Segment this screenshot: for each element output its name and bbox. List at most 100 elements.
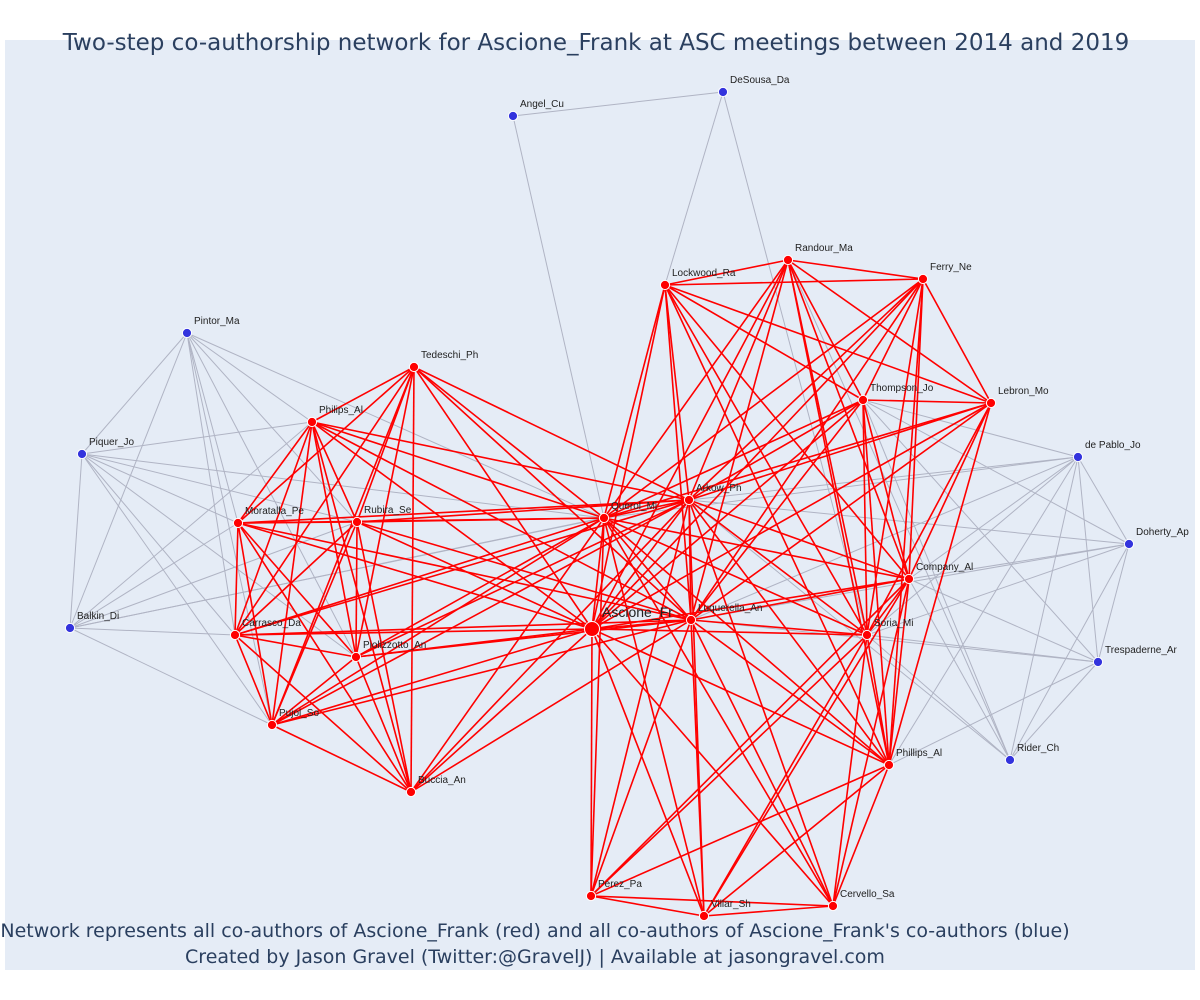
node-desousa-da[interactable]: DeSousa_Da xyxy=(717,75,790,98)
node-marker-arkow-ph[interactable] xyxy=(683,494,695,506)
node-marker-carrasco-da[interactable] xyxy=(229,629,241,641)
node-de-pablo-jo[interactable]: de Pablo_Jo xyxy=(1072,440,1141,463)
node-marker-pujol-so[interactable] xyxy=(266,719,278,731)
edge-arkow-ph-buccia-an xyxy=(410,499,690,793)
node-marker-cervello-sa[interactable] xyxy=(827,900,839,912)
nodes[interactable]: Ascione_Fr Querol_Mi Arkow_Ph Luquerella_An… xyxy=(64,75,1189,922)
node-phillips-al[interactable]: Phillips_Al xyxy=(883,748,942,771)
node-buccia-an[interactable]: Buccia_An xyxy=(405,775,466,798)
node-marker-pintor-ma[interactable] xyxy=(181,327,193,339)
edge-querol-mi-philips-al xyxy=(311,421,605,519)
node-piolizzotto-an[interactable]: Piolizzotto_An xyxy=(350,640,426,663)
node-label-cervello-sa: Cervello_Sa xyxy=(840,889,895,900)
edge-luquerella-an-company-al xyxy=(690,578,910,621)
edge-querol-mi-pujol-so xyxy=(271,517,605,726)
node-marker-randour-ma[interactable] xyxy=(782,254,794,266)
node-marker-company-al[interactable] xyxy=(903,573,915,585)
node-marker-de-pablo-jo[interactable] xyxy=(1072,451,1084,463)
node-luquerella-an[interactable]: Luquerella_An xyxy=(685,603,763,626)
node-marker-rubira-se[interactable] xyxy=(351,516,363,528)
node-label-rider-ch: Rider_Ch xyxy=(1017,743,1059,754)
node-marker-balkin-di[interactable] xyxy=(64,622,76,634)
node-marker-doherty-ap[interactable] xyxy=(1123,538,1135,550)
edge-lockwood-ra-company-al xyxy=(664,284,910,580)
node-marker-luquerella-an[interactable] xyxy=(685,614,697,626)
node-marker-desousa-da[interactable] xyxy=(717,86,729,98)
edge-ascione-fr-arkow-ph xyxy=(591,499,690,630)
node-cervello-sa[interactable]: Cervello_Sa xyxy=(827,889,895,912)
chart-footer: Network represents all co-authors of Asc… xyxy=(0,918,1070,970)
node-tedeschi-ph[interactable]: Tedeschi_Ph xyxy=(408,350,478,373)
node-rider-ch[interactable]: Rider_Ch xyxy=(1004,743,1059,766)
node-philips-al[interactable]: Philips_Al xyxy=(306,405,363,428)
node-marker-tedeschi-ph[interactable] xyxy=(408,361,420,373)
edge-phillips-al-villar-sh xyxy=(703,764,890,917)
node-lockwood-ra[interactable]: Lockwood_Ra xyxy=(659,268,736,291)
edge-balkin-di-arkow-ph xyxy=(69,499,690,629)
edge-moratalla-pe-buccia-an xyxy=(237,522,412,793)
node-marker-thompson-jo[interactable] xyxy=(857,394,869,406)
node-ascione-fr[interactable]: Ascione_Fr xyxy=(584,604,674,637)
edge-de-pablo-jo-luquerella-an xyxy=(690,456,1079,621)
node-balkin-di[interactable]: Balkin_Di xyxy=(64,611,119,634)
node-marker-lockwood-ra[interactable] xyxy=(659,279,671,291)
node-marker-piolizzotto-an[interactable] xyxy=(350,651,362,663)
edge-lockwood-ra-phillips-al xyxy=(664,284,890,766)
node-marker-villar-sh[interactable] xyxy=(698,910,710,922)
node-lebron-mo[interactable]: Lebron_Mo xyxy=(985,386,1049,409)
node-marker-querol-mi[interactable] xyxy=(598,512,610,524)
node-randour-ma[interactable]: Randour_Ma xyxy=(782,243,853,266)
node-marker-buccia-an[interactable] xyxy=(405,786,417,798)
node-soria-mi[interactable]: Soria_Mi xyxy=(861,618,913,641)
node-marker-piquer-jo[interactable] xyxy=(76,448,88,460)
node-querol-mi[interactable]: Querol_Mi xyxy=(598,501,657,524)
node-label-company-al: Company_Al xyxy=(916,562,973,573)
edge-piquer-jo-balkin-di xyxy=(69,453,83,629)
node-marker-angel-cu[interactable] xyxy=(507,110,519,122)
edge-lockwood-ra-ferry-ne xyxy=(664,278,924,286)
node-arkow-ph[interactable]: Arkow_Ph xyxy=(683,483,742,506)
node-label-angel-cu: Angel_Cu xyxy=(520,99,564,110)
node-marker-trespaderne-ar[interactable] xyxy=(1092,656,1104,668)
node-marker-rider-ch[interactable] xyxy=(1004,754,1016,766)
edge-lebron-mo-soria-mi xyxy=(866,402,992,636)
edge-soria-mi-perez-pa xyxy=(590,634,868,897)
edge-ascione-fr-buccia-an xyxy=(410,628,593,793)
edge-ascione-fr-rubira-se xyxy=(356,521,593,630)
node-perez-pa[interactable]: Perez_Pa xyxy=(585,879,642,902)
node-doherty-ap[interactable]: Doherty_Ap xyxy=(1123,527,1189,550)
edge-philips-al-buccia-an xyxy=(311,421,412,793)
edge-luquerella-an-moratalla-pe xyxy=(237,522,692,621)
node-carrasco-da[interactable]: Carrasco_Da xyxy=(229,618,301,641)
node-moratalla-pe[interactable]: Moratalla_Pe xyxy=(232,506,304,529)
node-pujol-so[interactable]: Pujol_So xyxy=(266,708,319,731)
node-marker-philips-al[interactable] xyxy=(306,416,318,428)
node-marker-lebron-mo[interactable] xyxy=(985,397,997,409)
node-pintor-ma[interactable]: Pintor_Ma xyxy=(181,316,240,339)
node-angel-cu[interactable]: Angel_Cu xyxy=(507,99,564,122)
edge-rubira-se-buccia-an xyxy=(356,521,412,793)
edge-querol-mi-arkow-ph xyxy=(603,499,690,519)
edge-perez-pa-villar-sh xyxy=(590,895,705,917)
edge-ferry-ne-thompson-jo xyxy=(862,278,924,401)
node-marker-moratalla-pe[interactable] xyxy=(232,517,244,529)
node-trespaderne-ar[interactable]: Trespaderne_Ar xyxy=(1092,645,1178,668)
node-marker-perez-pa[interactable] xyxy=(585,890,597,902)
node-label-buccia-an: Buccia_An xyxy=(418,775,466,786)
node-ferry-ne[interactable]: Ferry_Ne xyxy=(917,262,972,285)
node-villar-sh[interactable]: Villar_Sh xyxy=(698,899,751,922)
edge-angel-cu-desousa-da xyxy=(512,91,724,117)
edge-trespaderne-ar-phillips-al xyxy=(888,661,1099,766)
node-piquer-jo[interactable]: Piquer_Jo xyxy=(76,437,134,460)
edge-pintor-ma-pujol-so xyxy=(186,332,273,726)
edge-rubira-se-carrasco-da xyxy=(234,521,358,636)
node-marker-soria-mi[interactable] xyxy=(861,629,873,641)
node-marker-phillips-al[interactable] xyxy=(883,759,895,771)
node-rubira-se[interactable]: Rubira_Se xyxy=(351,505,412,528)
node-thompson-jo[interactable]: Thompson_Jo xyxy=(857,383,934,406)
node-marker-ascione-fr[interactable] xyxy=(584,621,600,637)
edge-balkin-di-rubira-se xyxy=(69,521,358,629)
node-marker-ferry-ne[interactable] xyxy=(917,273,929,285)
node-company-al[interactable]: Company_Al xyxy=(903,562,973,585)
